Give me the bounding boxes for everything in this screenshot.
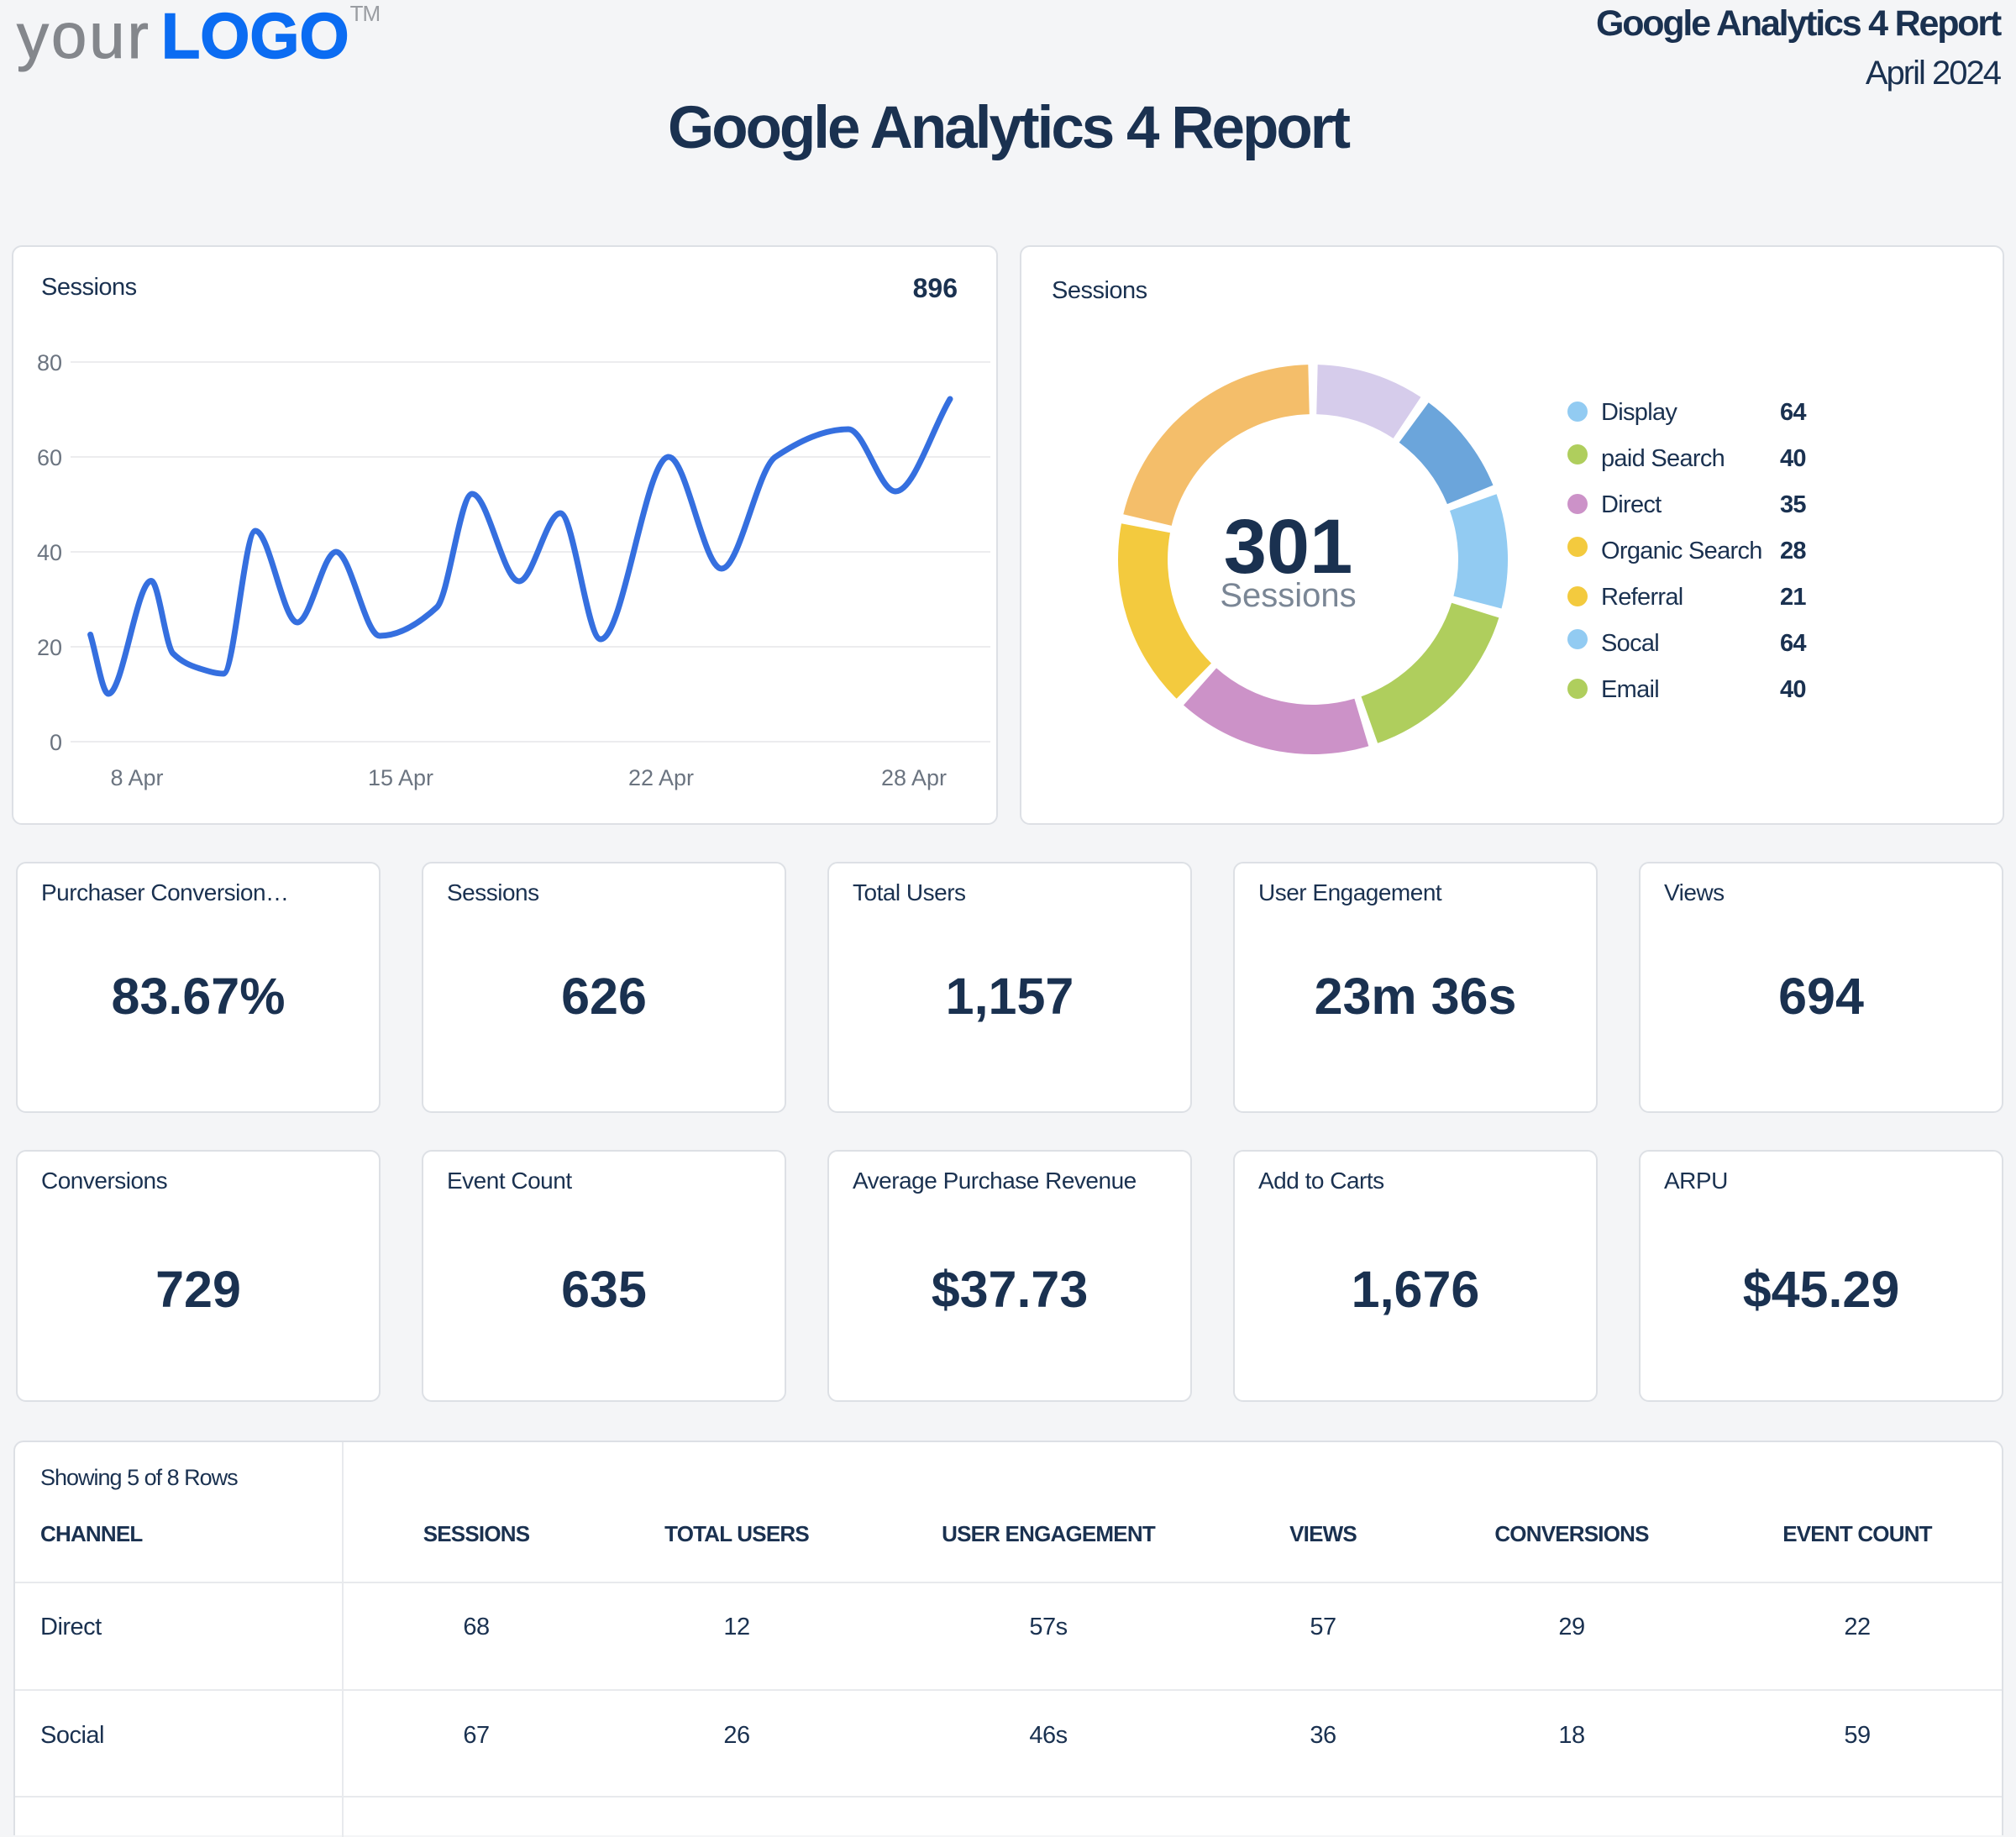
svg-text:8 Apr: 8 Apr: [110, 765, 163, 790]
svg-text:Socal: Socal: [1601, 630, 1659, 657]
svg-text:21: 21: [1780, 584, 1806, 611]
svg-text:paid Search: paid Search: [1601, 445, 1725, 472]
svg-text:301: 301: [1224, 504, 1353, 590]
svg-text:40: 40: [1780, 445, 1806, 472]
svg-text:22 Apr: 22 Apr: [628, 765, 694, 790]
svg-text:28 Apr: 28 Apr: [881, 765, 947, 790]
svg-text:35: 35: [1780, 491, 1806, 518]
svg-text:Sessions: Sessions: [1220, 577, 1356, 614]
svg-text:Referral: Referral: [1601, 584, 1683, 611]
svg-text:64: 64: [1780, 399, 1806, 426]
svg-text:40: 40: [1780, 676, 1806, 703]
svg-text:Display: Display: [1601, 399, 1677, 426]
svg-text:64: 64: [1780, 630, 1806, 657]
svg-text:40: 40: [37, 540, 62, 565]
svg-text:80: 80: [37, 350, 62, 375]
svg-text:20: 20: [37, 635, 62, 660]
svg-text:Email: Email: [1601, 676, 1659, 703]
svg-text:28: 28: [1780, 538, 1806, 564]
svg-text:Organic Search: Organic Search: [1601, 538, 1762, 564]
svg-text:60: 60: [37, 445, 62, 470]
svg-text:0: 0: [50, 730, 62, 755]
svg-text:15 Apr: 15 Apr: [368, 765, 433, 790]
svg-text:Direct: Direct: [1601, 491, 1662, 518]
